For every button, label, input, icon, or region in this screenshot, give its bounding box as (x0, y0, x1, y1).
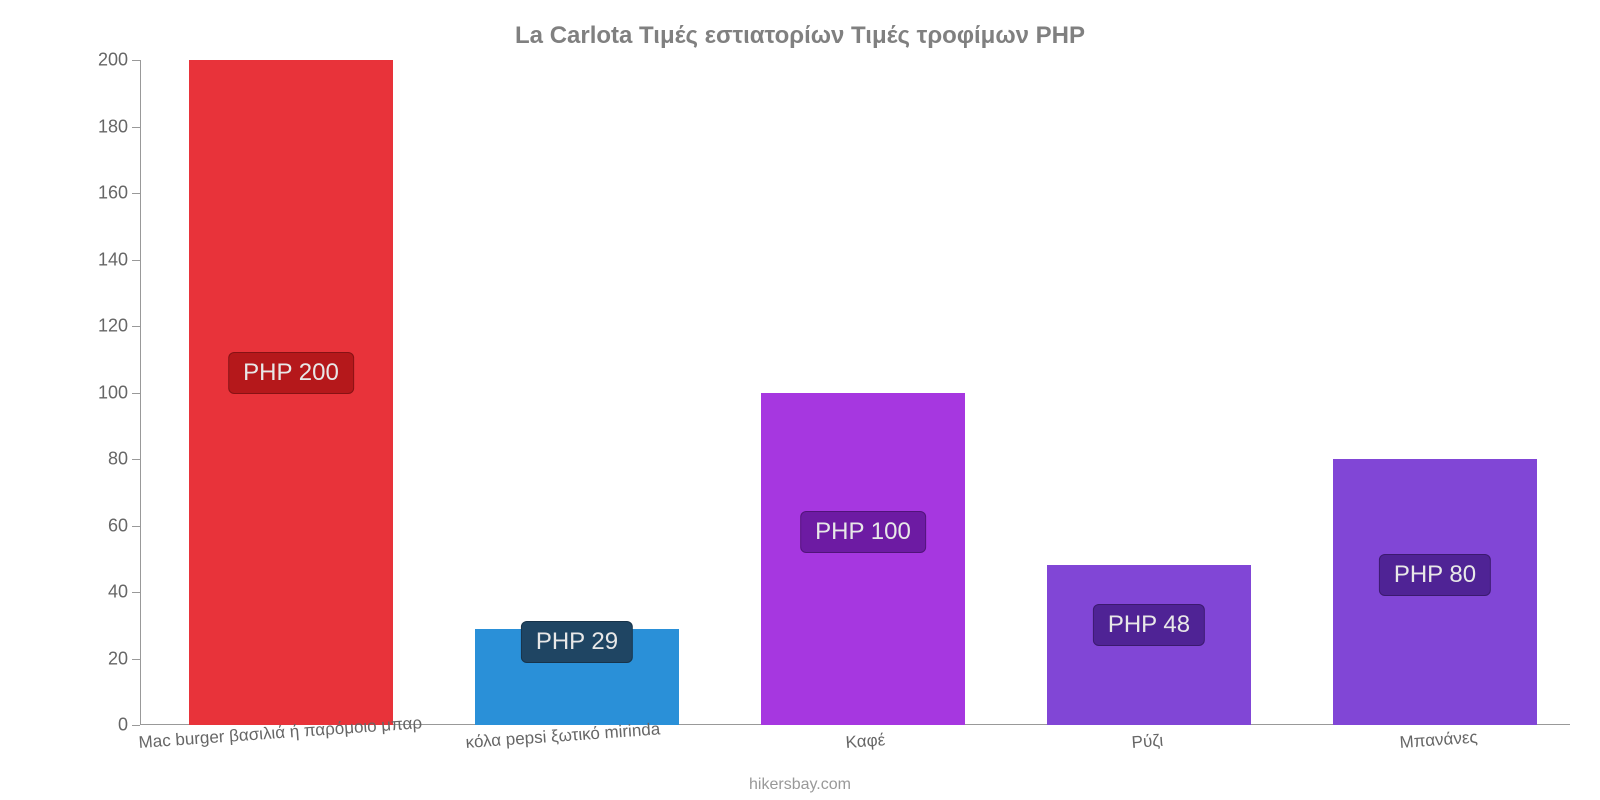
y-tick (132, 260, 140, 261)
y-tick (132, 459, 140, 460)
y-tick-label: 20 (108, 648, 128, 669)
x-category-label: Καφέ (845, 730, 886, 753)
y-tick (132, 60, 140, 61)
chart-title: La Carlota Τιμές εστιατορίων Τιμές τροφί… (0, 0, 1600, 50)
x-category-label: Ρύζι (1131, 731, 1164, 753)
bar: PHP 200 (189, 60, 392, 725)
y-tick (132, 393, 140, 394)
bar: PHP 100 (761, 393, 964, 726)
y-tick (132, 193, 140, 194)
y-tick-label: 100 (98, 382, 128, 403)
credit-text: hikersbay.com (749, 776, 851, 794)
x-category-label: Μπανάνες (1399, 728, 1478, 753)
plot-area: 020406080100120140160180200 PHP 200Mac b… (140, 60, 1570, 725)
y-tick (132, 659, 140, 660)
y-tick-label: 200 (98, 50, 128, 71)
bar-value-badge: PHP 29 (521, 621, 633, 663)
bar-value-badge: PHP 100 (800, 511, 926, 553)
bar: PHP 48 (1047, 565, 1250, 725)
y-tick (132, 326, 140, 327)
y-tick-label: 40 (108, 582, 128, 603)
y-tick-label: 120 (98, 316, 128, 337)
y-tick-label: 80 (108, 449, 128, 470)
bar: PHP 80 (1333, 459, 1536, 725)
bar-value-badge: PHP 80 (1379, 554, 1491, 596)
bar-value-badge: PHP 200 (228, 352, 354, 394)
y-tick (132, 725, 140, 726)
y-axis (140, 60, 141, 725)
bar-value-badge: PHP 48 (1093, 604, 1205, 646)
y-tick (132, 592, 140, 593)
y-tick (132, 127, 140, 128)
y-tick-label: 140 (98, 249, 128, 270)
y-tick-label: 180 (98, 116, 128, 137)
y-tick (132, 526, 140, 527)
bar: PHP 29 (475, 629, 678, 725)
y-tick-label: 60 (108, 515, 128, 536)
y-tick-label: 0 (118, 715, 128, 736)
y-tick-label: 160 (98, 183, 128, 204)
